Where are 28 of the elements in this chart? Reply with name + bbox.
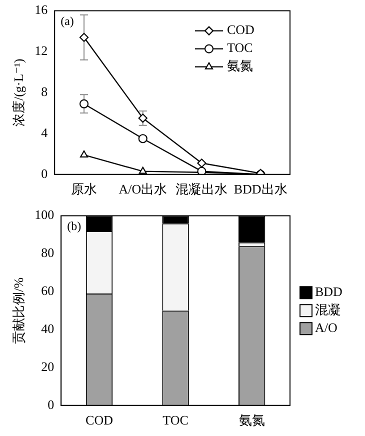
- y-tick-label: 0: [48, 396, 54, 412]
- y-tick-label: 60: [41, 283, 54, 298]
- annotation: (b): [67, 218, 82, 233]
- x-tick-label: 混凝出水: [176, 182, 228, 197]
- y-axis-title: 贡献比例/%: [11, 277, 26, 344]
- x-tick-label: 氨氮: [238, 412, 265, 428]
- legend-label: A/O: [315, 320, 338, 336]
- x-tick-label: A/O出水: [118, 182, 168, 197]
- y-tick-label: 20: [41, 358, 54, 374]
- legend-label: BDD: [315, 284, 342, 300]
- x-tick-label: BDD出水: [234, 182, 288, 197]
- y-tick-label: 8: [41, 84, 48, 100]
- y-tick-label: 0: [41, 166, 48, 181]
- x-tick-label: 原水: [71, 182, 98, 197]
- y-tick-label: 100: [34, 207, 54, 222]
- y-tick-label: 4: [41, 124, 48, 140]
- y-tick-label: 40: [41, 320, 54, 336]
- x-tick-label: COD: [86, 412, 113, 428]
- y-tick-label: 12: [34, 43, 48, 58]
- legend-label: 混凝: [315, 302, 341, 318]
- y-tick-label: 80: [41, 245, 54, 260]
- y-axis-title: 浓度/(g·L⁻¹): [11, 58, 26, 127]
- legend-label: 氨氮: [227, 58, 253, 74]
- legend-label: COD: [227, 22, 254, 38]
- y-tick-label: 16: [34, 2, 48, 18]
- annotation: (a): [60, 14, 74, 28]
- x-tick-label: TOC: [162, 412, 188, 428]
- legend-label: TOC: [227, 40, 253, 56]
